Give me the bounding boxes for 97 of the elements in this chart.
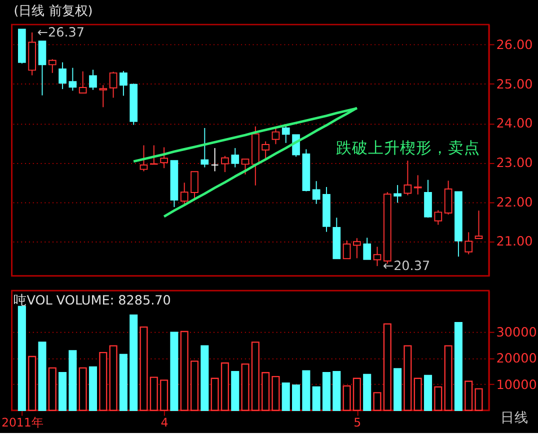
bar [251,342,260,411]
bar [474,388,483,411]
candlestick [363,237,372,260]
bar [48,367,56,411]
y-tick-label: 24.00 [496,116,533,132]
candlestick [474,210,483,240]
candlestick [342,240,351,260]
bar [130,314,138,411]
bar [342,385,351,411]
bar [170,332,178,411]
candlestick [312,180,320,204]
candlestick [221,155,229,173]
candlestick [444,180,452,216]
candlestick [109,71,118,98]
bar [363,374,372,411]
y-tick-label: 23.00 [496,156,533,172]
bar [109,345,118,411]
candlestick [272,128,280,145]
y-tick-label: 21.00 [496,234,533,250]
bar [58,372,67,411]
candlestick [241,158,250,175]
candlestick [48,58,56,74]
bar [332,371,341,411]
bar [454,322,462,411]
bar [352,378,361,411]
candlestick [404,160,412,196]
bar [38,342,46,411]
bar [241,363,250,411]
candlestick [353,238,361,259]
bar [18,306,26,411]
bar [231,371,240,411]
candlestick [231,148,240,168]
bar [434,386,442,411]
x-tick-label: 2011年 [1,416,44,430]
candlestick [38,40,46,96]
bar [68,350,77,411]
annotation: 跌破上升楔形，卖点 [336,138,480,158]
candlestick [190,171,198,199]
bar [190,360,199,411]
candlestick [68,67,77,92]
bar [28,356,36,411]
bar [210,378,219,411]
bar [292,384,300,411]
candlestick [58,62,66,90]
y-tick-label: 20000 [496,352,537,367]
y-tick-label: 30000 [496,326,537,341]
bar [119,354,128,411]
chart-title: 吨VOL VOLUME: 8285.70 [14,293,171,308]
candlestick [99,84,108,108]
bar [160,380,168,411]
text: 日线 [500,410,528,426]
bar [444,345,452,411]
candlestick [160,146,168,169]
bar [220,362,229,411]
x-tick-label: 4 [160,416,168,430]
bar [180,330,188,411]
candlestick [89,69,97,90]
candlestick [282,124,290,144]
candlestick [464,232,473,255]
candlestick [180,182,188,206]
bar [302,370,310,411]
candlestick [373,246,382,267]
annotation: ←20.37 [382,259,430,274]
y-tick-label: 25.00 [496,77,533,92]
bar [312,386,320,411]
bar [150,376,158,411]
bar [424,374,432,411]
bar [373,392,382,411]
bar [200,345,209,411]
bar [414,378,422,411]
bar [99,352,108,411]
bar [282,382,290,411]
x-tick-label: 5 [354,416,362,430]
candlestick [434,210,442,226]
y-tick-label: 22.00 [496,195,533,210]
candlestick [262,140,270,160]
candlestick [200,128,209,168]
chart-title: (日线 前复权) [14,4,93,19]
bar [394,368,402,411]
bar [322,372,331,411]
bar [78,367,87,411]
bar [272,376,280,411]
candlestick [210,148,219,172]
y-tick-label: 26.00 [496,38,533,54]
bar [88,366,98,411]
bar [383,323,392,411]
y-tick-label: 10000 [496,378,537,393]
candlestick [414,174,422,195]
bar [464,380,473,411]
candlestick [78,70,87,94]
annotation: ←26.37 [37,25,84,40]
candlestick [140,144,148,172]
bar [262,372,270,411]
candlestick [120,70,128,96]
candlestick [394,184,402,204]
bar [140,326,148,411]
bar [404,345,412,411]
